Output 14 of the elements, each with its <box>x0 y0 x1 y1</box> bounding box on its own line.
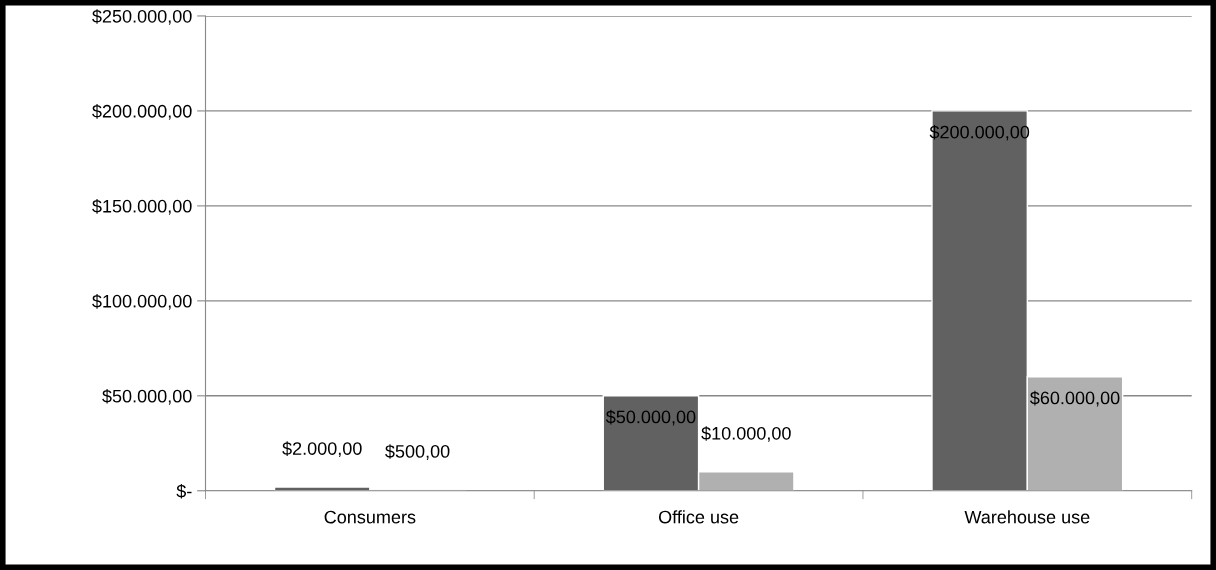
y-tick-label: $- <box>176 483 192 499</box>
data-label: $10.000,00 <box>701 426 791 442</box>
data-label: $500,00 <box>385 444 450 460</box>
data-label: $50.000,00 <box>605 409 696 426</box>
data-label: $60.000,00 <box>1030 390 1120 407</box>
y-tick-label: $200.000,00 <box>92 104 192 120</box>
y-tick-label: $250.000,00 <box>92 9 192 25</box>
y-tick-label: $150.000,00 <box>92 199 192 215</box>
y-tick-label: $100.000,00 <box>92 294 192 310</box>
y-tick-label: $50.000,00 <box>102 388 192 405</box>
x-tick-label: Consumers <box>324 510 416 524</box>
x-tick-label: Warehouse use <box>964 510 1090 524</box>
data-label: $2.000,00 <box>282 441 362 458</box>
x-tick-label: Office use <box>658 510 739 524</box>
